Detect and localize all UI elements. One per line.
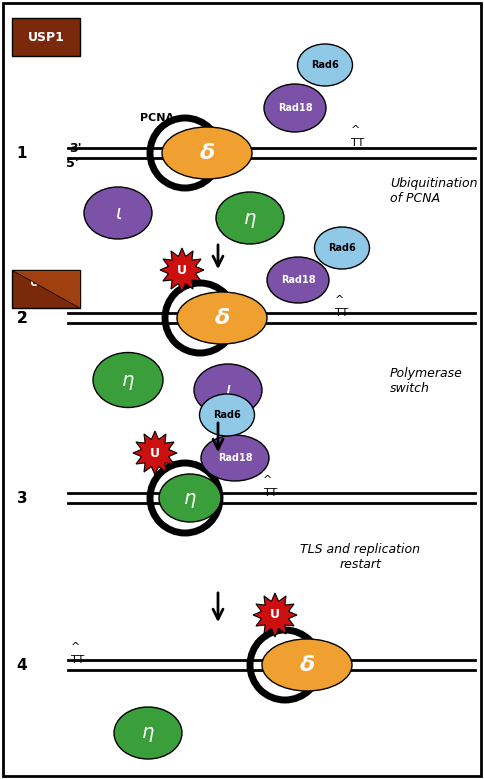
Text: Polymerase: Polymerase bbox=[390, 366, 463, 379]
Ellipse shape bbox=[201, 435, 269, 481]
Polygon shape bbox=[160, 248, 204, 292]
Text: USP1: USP1 bbox=[28, 30, 64, 44]
Text: 1: 1 bbox=[17, 146, 27, 160]
Text: U: U bbox=[177, 263, 187, 277]
Text: TT: TT bbox=[264, 488, 278, 498]
Ellipse shape bbox=[162, 127, 252, 179]
Text: 4: 4 bbox=[16, 657, 27, 672]
Text: USP1: USP1 bbox=[30, 278, 62, 288]
Polygon shape bbox=[133, 431, 177, 475]
Text: TLS and replication: TLS and replication bbox=[300, 544, 420, 556]
Ellipse shape bbox=[264, 84, 326, 132]
Ellipse shape bbox=[315, 227, 369, 269]
Ellipse shape bbox=[199, 394, 255, 436]
Polygon shape bbox=[12, 270, 80, 308]
Text: TT: TT bbox=[71, 655, 85, 665]
Ellipse shape bbox=[262, 639, 352, 691]
Text: Rad6: Rad6 bbox=[328, 243, 356, 253]
Ellipse shape bbox=[93, 353, 163, 407]
Text: restart: restart bbox=[339, 559, 381, 572]
Text: 3': 3' bbox=[69, 142, 81, 154]
Text: U: U bbox=[150, 446, 160, 460]
Text: Ubiquitination: Ubiquitination bbox=[390, 177, 478, 189]
Text: η: η bbox=[122, 371, 134, 390]
Text: δ: δ bbox=[300, 655, 315, 675]
Text: ι: ι bbox=[115, 203, 121, 223]
Text: ι: ι bbox=[225, 380, 231, 400]
Ellipse shape bbox=[159, 474, 221, 522]
Bar bbox=[12, 18, 80, 56]
Ellipse shape bbox=[267, 257, 329, 303]
Ellipse shape bbox=[194, 364, 262, 416]
Text: TT: TT bbox=[351, 138, 364, 148]
Ellipse shape bbox=[84, 187, 152, 239]
Bar bbox=[12, 270, 80, 308]
Text: 3: 3 bbox=[16, 491, 27, 506]
Ellipse shape bbox=[177, 292, 267, 344]
Text: δ: δ bbox=[199, 143, 214, 163]
Text: ^: ^ bbox=[350, 125, 360, 135]
Text: ^: ^ bbox=[70, 642, 80, 652]
Text: η: η bbox=[142, 724, 154, 742]
Text: η: η bbox=[184, 488, 196, 507]
Ellipse shape bbox=[298, 44, 352, 86]
Text: U: U bbox=[270, 608, 280, 622]
Text: switch: switch bbox=[390, 382, 430, 394]
Text: 5': 5' bbox=[66, 157, 78, 170]
Text: ^: ^ bbox=[263, 475, 272, 485]
Text: 2: 2 bbox=[16, 311, 28, 326]
Polygon shape bbox=[253, 593, 297, 637]
Text: Rad18: Rad18 bbox=[218, 453, 252, 463]
Text: PCNA: PCNA bbox=[140, 113, 174, 123]
Text: Rad18: Rad18 bbox=[281, 275, 315, 285]
Text: 2: 2 bbox=[16, 311, 28, 326]
Text: ^: ^ bbox=[335, 295, 345, 305]
Text: η: η bbox=[244, 209, 256, 227]
Text: Rad18: Rad18 bbox=[278, 103, 312, 113]
Ellipse shape bbox=[114, 707, 182, 759]
Text: δ: δ bbox=[214, 308, 229, 328]
Text: Rad6: Rad6 bbox=[311, 60, 339, 70]
Text: TT: TT bbox=[335, 308, 348, 318]
Text: of PCNA: of PCNA bbox=[390, 192, 440, 205]
Ellipse shape bbox=[216, 192, 284, 244]
Text: Rad6: Rad6 bbox=[213, 410, 241, 420]
